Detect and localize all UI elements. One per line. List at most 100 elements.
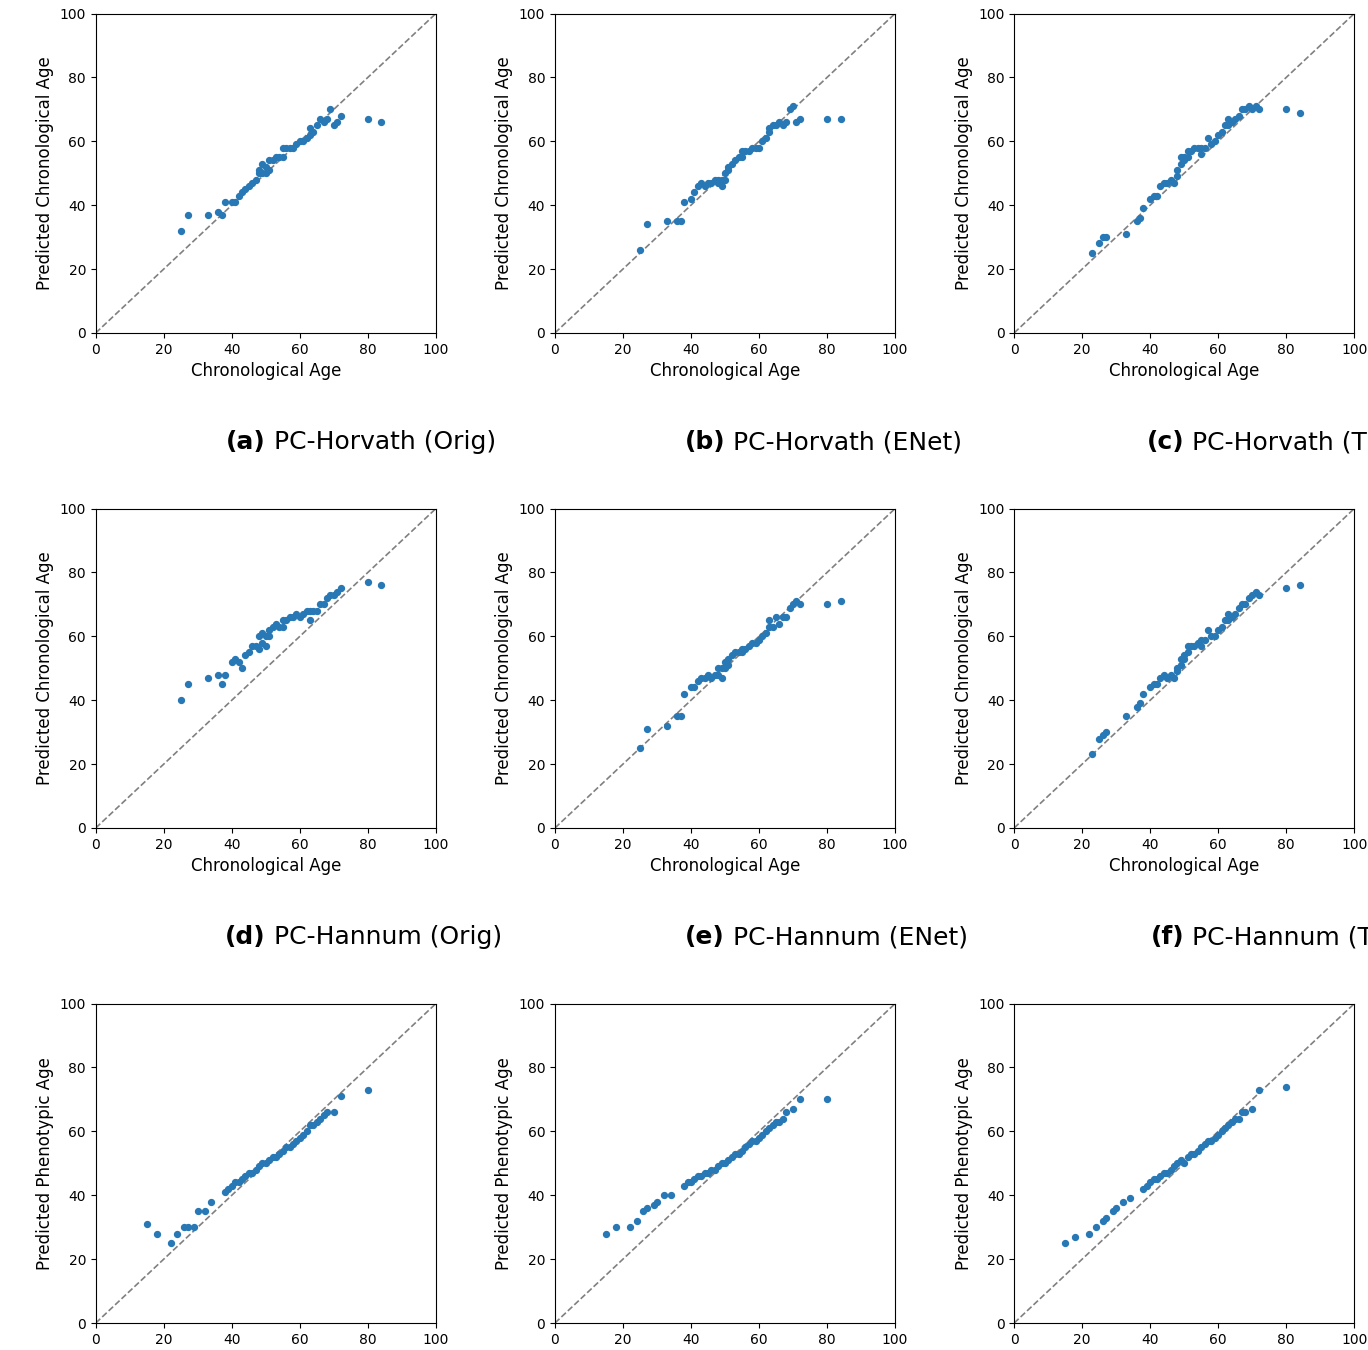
Point	[176, 1216, 198, 1238]
Point	[1201, 1130, 1223, 1152]
Text: (f): (f)	[1150, 925, 1185, 949]
Point	[1227, 105, 1249, 127]
Point	[238, 1162, 260, 1184]
Point	[762, 115, 784, 136]
Y-axis label: Predicted Phenotypic Age: Predicted Phenotypic Age	[955, 1057, 973, 1270]
Point	[1183, 136, 1205, 158]
Point	[1218, 610, 1239, 632]
Point	[1194, 1134, 1216, 1156]
Point	[306, 115, 328, 136]
Point	[1187, 1139, 1209, 1161]
Point	[213, 1181, 235, 1203]
Point	[1140, 188, 1161, 209]
Point	[313, 1104, 335, 1126]
Point	[252, 153, 274, 174]
Point	[1094, 721, 1116, 743]
Point	[245, 634, 267, 656]
Point	[691, 667, 713, 688]
Point	[261, 616, 283, 637]
Point	[1220, 111, 1242, 132]
Point	[680, 1172, 702, 1193]
Point	[680, 188, 702, 209]
Point	[1055, 1233, 1077, 1254]
Point	[1160, 1158, 1182, 1180]
Point	[1181, 634, 1202, 656]
Point	[1234, 594, 1256, 616]
Point	[316, 587, 338, 609]
Point	[731, 140, 752, 162]
Point	[1204, 625, 1226, 647]
Text: (e): (e)	[685, 925, 725, 949]
Point	[677, 1172, 699, 1193]
Text: (a): (a)	[226, 431, 265, 454]
Point	[758, 1118, 780, 1139]
Point	[272, 1139, 294, 1161]
Point	[728, 146, 750, 167]
Point	[323, 115, 345, 136]
Point	[670, 705, 692, 726]
Point	[748, 1127, 770, 1149]
Point	[707, 1156, 729, 1177]
Point	[1183, 634, 1205, 656]
Point	[1190, 143, 1212, 165]
Point	[673, 683, 695, 705]
Point	[323, 585, 345, 606]
X-axis label: Chronological Age: Chronological Age	[1109, 362, 1260, 381]
Point	[1218, 603, 1239, 625]
Point	[1146, 674, 1168, 695]
Point	[1218, 1114, 1239, 1135]
Point	[751, 131, 773, 153]
Point	[1170, 1149, 1192, 1170]
Point	[183, 1216, 205, 1238]
Point	[646, 1191, 668, 1212]
Point	[1190, 1137, 1212, 1158]
Point	[731, 639, 752, 660]
Point	[717, 655, 739, 676]
Point	[1163, 667, 1185, 688]
Point	[261, 150, 283, 171]
Point	[254, 157, 276, 178]
Point	[1163, 171, 1185, 193]
Point	[714, 169, 736, 190]
Point	[711, 657, 733, 679]
Point	[1224, 108, 1246, 130]
Point	[289, 131, 311, 153]
Point	[758, 122, 780, 143]
X-axis label: Chronological Age: Chronological Age	[190, 362, 341, 381]
Point	[208, 664, 230, 686]
Point	[261, 1146, 283, 1168]
Point	[272, 610, 294, 632]
Point	[220, 651, 242, 672]
Point	[698, 171, 720, 193]
Point	[1101, 1200, 1123, 1222]
Point	[259, 159, 280, 181]
Point	[300, 117, 321, 139]
Point	[1085, 1216, 1107, 1238]
Point	[1167, 657, 1189, 679]
Point	[220, 192, 242, 213]
Point	[241, 1162, 263, 1184]
Point	[721, 1146, 743, 1168]
Point	[330, 578, 352, 599]
Point	[741, 632, 763, 653]
Point	[1149, 1165, 1171, 1187]
Point	[1160, 169, 1182, 190]
Y-axis label: Predicted Chronological Age: Predicted Chronological Age	[955, 57, 973, 290]
Point	[286, 1130, 308, 1152]
Point	[636, 718, 658, 740]
Point	[300, 599, 321, 621]
Point	[213, 192, 235, 213]
Point	[636, 1197, 658, 1219]
Point	[700, 171, 722, 193]
Point	[1245, 96, 1267, 117]
Point	[1170, 146, 1192, 167]
Point	[1133, 197, 1155, 219]
Point	[227, 185, 249, 207]
Point	[316, 1102, 338, 1123]
Point	[755, 1120, 777, 1142]
Point	[1089, 728, 1111, 749]
Point	[1248, 585, 1270, 606]
Point	[279, 606, 301, 628]
Point	[687, 1165, 709, 1187]
Point	[705, 1158, 726, 1180]
